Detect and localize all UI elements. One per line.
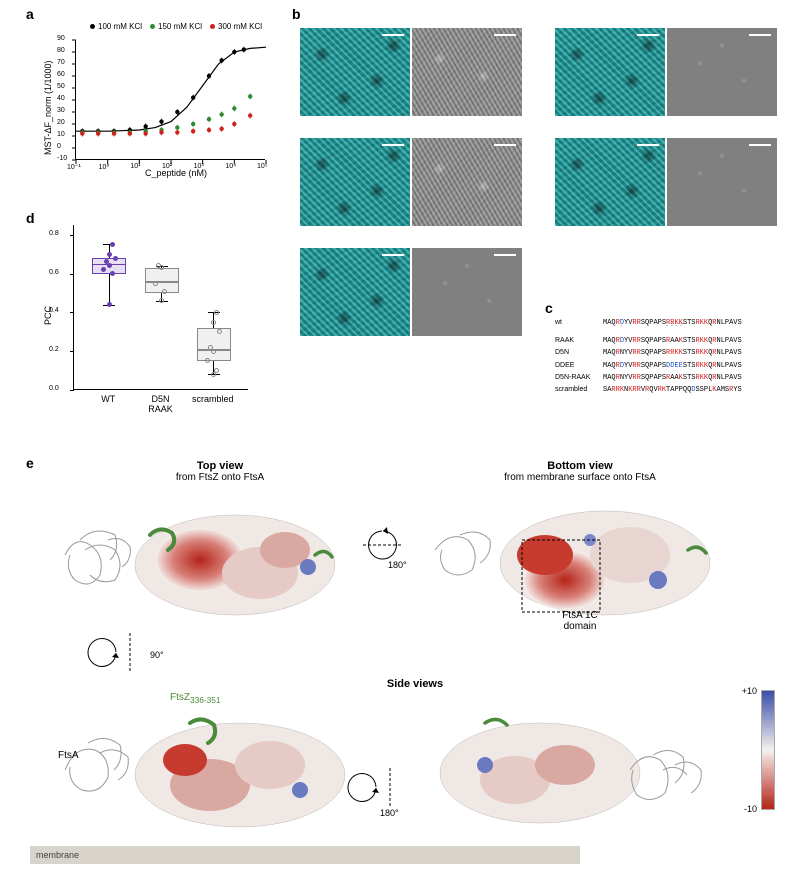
rot-180a: 180° [388,560,407,570]
seq-row: D5N-RAAKMAQRNYVRRSQPAPSRAAKSTSRKKQRNLPAV… [555,372,795,384]
label-1c-domain: FtsA 1C domain [545,610,615,632]
ylabel-a: MST-ΔF_norm (1/1000) [43,60,53,155]
micro-ftsn: FtsN RAAK [412,28,522,116]
colorbar-max: +10 [742,686,757,696]
micro-pair-bot-left: FtsZFtsN DDEE [300,248,522,336]
legend-a: 100 mM KCl150 mM KCl300 mM KCl [90,22,262,31]
boxplot-axes [73,225,248,390]
panel-label-d: d [26,210,35,226]
rot-90: 90° [150,650,164,660]
membrane-bar: membrane [30,846,580,864]
micro-ftsz: FtsZ [300,28,410,116]
micro-ftsz: FtsZ [555,28,665,116]
panel-d-boxplot: PCC 0.00.20.40.60.8WTD5N RAAKscrambled [35,215,255,425]
seq-row: scrambledSARRKNKRRVRQVRKTAPPQQDSSPLKAMSR… [555,384,795,396]
colorbar [761,690,775,810]
seq-row: RAAKMAQRDYVRRSQPAPSRAAKSTSRKKQRNLPAVS [555,335,795,347]
label-ftsz-frag: FtsZ336-351 [170,692,221,705]
chart-a-axes [75,40,265,160]
micro-pair-mid-right: FtsZFtsN scrambled [555,138,777,226]
panel-e-structures: Top view from FtsZ onto FtsA Bottom view… [30,460,775,870]
seq-row: D5NMAQRNYVRRSQPAPSRRKKSTSRKKQRNLPAVS [555,347,795,359]
seq-row: DDEEMAQRDYVRRSQPAPSDDEESTSRKKQRNLPAVS [555,360,795,372]
micro-ftsz: FtsZ [300,138,410,226]
colorbar-min: -10 [744,804,757,814]
micro-ftsn: FtsN D5N-RAAK [667,28,777,116]
label-ftsa: FtsA [58,750,79,761]
box [197,328,231,361]
micro-ftsn: FtsN D5N [412,138,522,226]
rot-180b: 180° [380,808,399,818]
micro-ftsz: FtsZ [300,248,410,336]
panel-c-sequences: wtMAQRDYVRRSQPAPSRRKKSTSRKKQRNLPAVSRAAKM… [555,315,795,396]
panel-a-chart: 100 mM KCl150 mM KCl300 mM KCl MST-ΔF_no… [35,10,275,185]
seq-rows: wtMAQRDYVRRSQPAPSRRKKSTSRKKQRNLPAVSRAAKM… [555,317,795,396]
panel-label-c: c [545,300,553,316]
micro-pair-top-right: FtsZFtsN D5N-RAAK [555,28,777,116]
micro-ftsn: FtsN DDEE [412,248,522,336]
micro-ftsn: FtsN scrambled [667,138,777,226]
micro-ftsz: FtsZ [555,138,665,226]
chart-a-svg [76,40,266,160]
panel-label-b: b [292,6,301,22]
micro-pair-mid-left: FtsZFtsN D5N [300,138,522,226]
seq-guides [555,315,790,327]
panel-label-a: a [26,6,34,22]
micro-pair-top-left: FtsZFtsN RAAK [300,28,522,116]
structures-svg [30,460,775,860]
